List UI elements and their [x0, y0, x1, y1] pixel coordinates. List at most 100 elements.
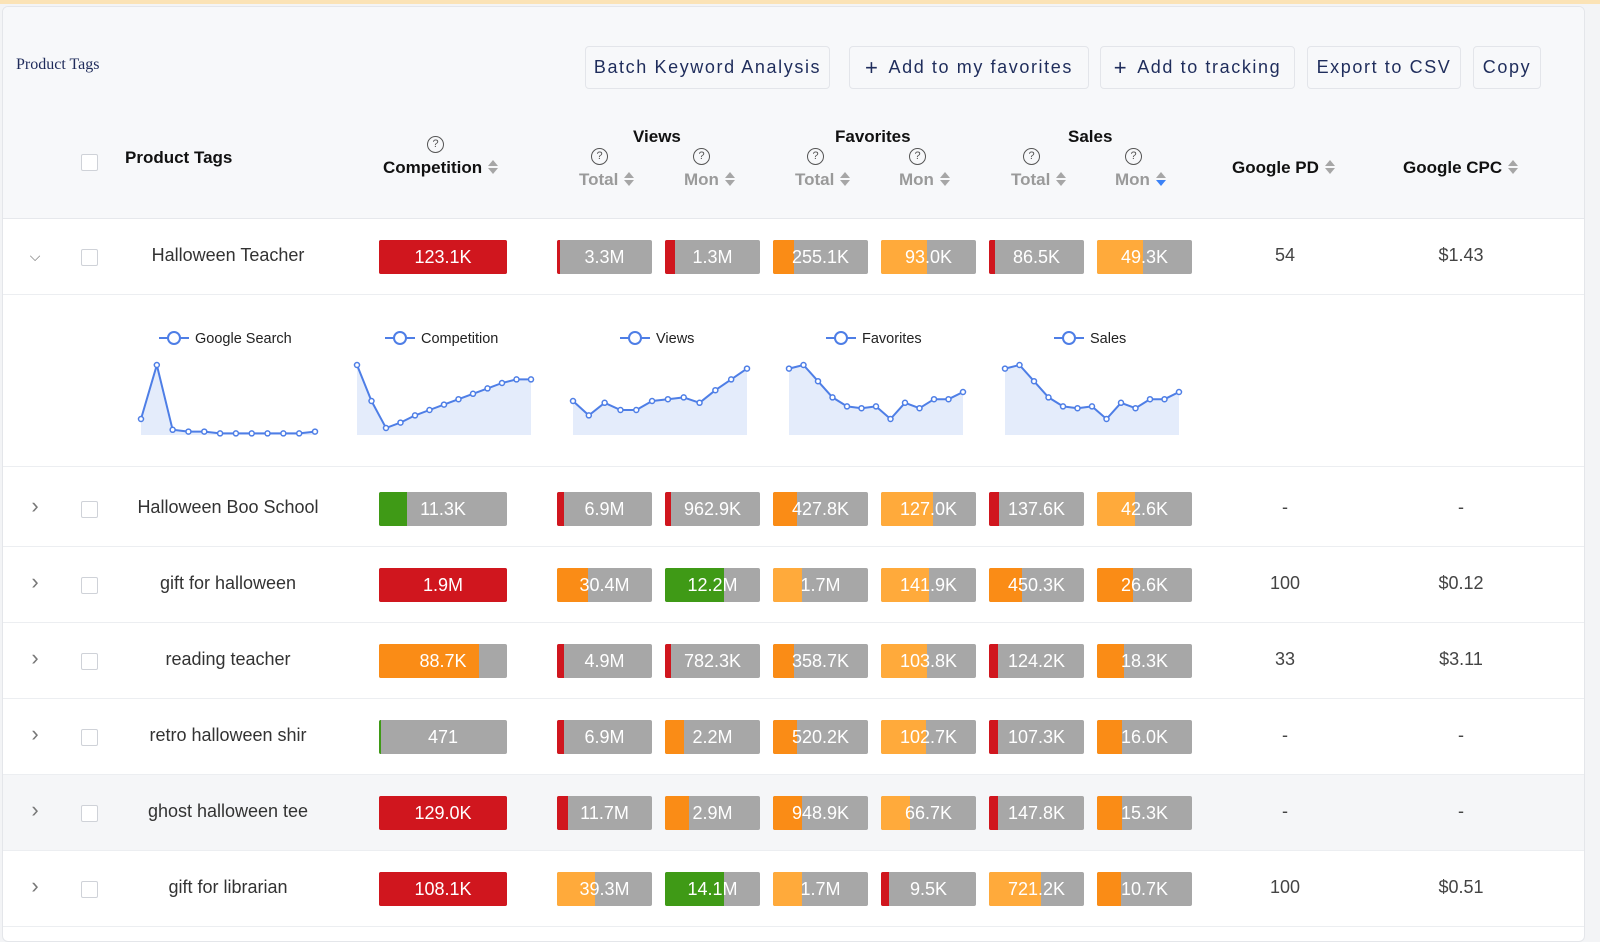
header-favorites-total[interactable]: Total	[795, 170, 851, 190]
sort-icon[interactable]	[1508, 159, 1519, 174]
header-google-cpc[interactable]: Google CPC	[1403, 158, 1519, 178]
export-csv-button[interactable]: Export to CSV	[1307, 46, 1461, 89]
trend-point[interactable]	[601, 399, 608, 407]
expand-chevron-icon[interactable]: ›	[31, 721, 39, 746]
trend-point[interactable]	[569, 397, 577, 405]
tag-name[interactable]: reading teacher	[165, 649, 291, 669]
trend-point[interactable]	[513, 376, 520, 383]
trend-point[interactable]	[1030, 377, 1038, 385]
trend-point[interactable]	[382, 424, 390, 432]
header-sales-total[interactable]: Total	[1011, 170, 1067, 190]
trend-point[interactable]	[216, 430, 224, 437]
legend-google-search[interactable]: Google Search	[159, 331, 292, 347]
header-sales-mon[interactable]: Mon	[1115, 170, 1166, 190]
tag-name[interactable]: ghost halloween tee	[147, 801, 309, 821]
trend-point[interactable]	[843, 403, 851, 410]
favorites-mon-help-icon[interactable]: ?	[909, 148, 926, 165]
trend-point[interactable]	[1117, 399, 1125, 407]
trend-point[interactable]	[280, 430, 287, 437]
sales-total-help-icon[interactable]: ?	[1023, 148, 1040, 165]
select-all-checkbox[interactable]	[81, 154, 98, 171]
row-checkbox[interactable]	[81, 729, 98, 746]
trend-point[interactable]	[484, 385, 491, 392]
tag-name[interactable]: retro halloween shir	[149, 725, 307, 745]
sort-icon[interactable]	[624, 171, 635, 186]
table-row[interactable]: › gift for librarian 108.1K 39.3M 14.1M 1.7M 9…	[3, 851, 1584, 927]
trend-point[interactable]	[397, 419, 404, 426]
expand-chevron-icon[interactable]: ›	[31, 873, 39, 898]
favorites-total-help-icon[interactable]: ?	[807, 148, 824, 165]
sort-icon[interactable]	[488, 159, 499, 174]
trend-point[interactable]	[829, 394, 836, 401]
trend-point[interactable]	[916, 404, 923, 412]
tag-name[interactable]: Halloween Teacher	[151, 245, 305, 265]
trend-point[interactable]	[185, 428, 192, 435]
sort-icon[interactable]	[724, 171, 735, 186]
trend-point[interactable]	[311, 428, 319, 435]
trend-point[interactable]	[1016, 361, 1023, 369]
trend-point[interactable]	[1001, 365, 1009, 372]
expand-chevron-icon[interactable]: ›	[31, 569, 39, 594]
sort-icon[interactable]	[1056, 171, 1067, 186]
trend-point[interactable]	[1161, 395, 1168, 403]
trend-point[interactable]	[368, 397, 375, 405]
legend-favorites[interactable]: Favorites	[826, 331, 922, 347]
header-favorites-mon[interactable]: Mon	[899, 170, 950, 190]
trend-point[interactable]	[858, 404, 865, 412]
trend-point[interactable]	[945, 395, 952, 403]
expand-chevron-icon[interactable]: ›	[31, 797, 39, 822]
trend-point[interactable]	[527, 376, 535, 383]
trend-point[interactable]	[814, 377, 822, 385]
header-views-total[interactable]: Total	[579, 170, 635, 190]
legend-views[interactable]: Views	[620, 331, 694, 347]
trend-point[interactable]	[248, 430, 255, 437]
expand-chevron-icon[interactable]: ›	[31, 493, 39, 518]
header-google-pd[interactable]: Google PD	[1232, 158, 1335, 178]
trend-point[interactable]	[1059, 403, 1067, 410]
trend-point[interactable]	[696, 399, 703, 407]
trend-point[interactable]	[901, 399, 909, 407]
header-competition[interactable]: Competition	[383, 158, 499, 178]
trend-point[interactable]	[727, 376, 735, 383]
copy-button[interactable]: Copy	[1473, 46, 1541, 89]
trend-point[interactable]	[633, 406, 640, 414]
trend-point[interactable]	[353, 361, 361, 369]
trend-point[interactable]	[1103, 415, 1110, 423]
trend-point[interactable]	[785, 365, 793, 372]
table-row[interactable]: › gift for halloween 1.9M 30.4M 12.2M 1.7M 141…	[3, 547, 1584, 623]
trend-point[interactable]	[1132, 404, 1139, 412]
sort-icon[interactable]	[840, 171, 851, 186]
table-row[interactable]: › ghost halloween tee 129.0K 11.7M 2.9M 948.9…	[3, 775, 1584, 851]
competition-help-icon[interactable]: ?	[427, 136, 444, 153]
row-checkbox[interactable]	[81, 881, 98, 898]
expand-chevron-icon[interactable]: ›	[31, 645, 39, 670]
trend-point[interactable]	[469, 390, 477, 398]
trend-point[interactable]	[617, 406, 624, 414]
trend-point[interactable]	[1146, 395, 1154, 403]
row-checkbox[interactable]	[81, 653, 98, 670]
trend-point[interactable]	[137, 415, 145, 423]
row-checkbox[interactable]	[81, 577, 98, 594]
views-mon-help-icon[interactable]: ?	[693, 148, 710, 165]
sort-active-icon[interactable]	[1155, 171, 1166, 186]
table-row[interactable]: › retro halloween shir 471 6.9M 2.2M 520.2K 10…	[3, 699, 1584, 775]
trend-point[interactable]	[930, 395, 938, 403]
trend-point[interactable]	[680, 394, 687, 401]
trend-point[interactable]	[411, 412, 419, 419]
trend-point[interactable]	[743, 365, 751, 372]
trend-point[interactable]	[498, 379, 506, 387]
table-row[interactable]: › reading teacher 88.7K 4.9M 782.3K 358.7K 103…	[3, 623, 1584, 699]
trend-point[interactable]	[169, 426, 176, 434]
trend-point[interactable]	[232, 430, 240, 437]
sales-mon-help-icon[interactable]: ?	[1125, 148, 1142, 165]
trend-point[interactable]	[153, 361, 161, 369]
trend-point[interactable]	[1074, 404, 1081, 412]
table-row[interactable]: ⌵ Halloween Teacher 123.1K 3.3M 1.3M 255.1K 93…	[3, 219, 1584, 295]
trend-point[interactable]	[887, 415, 894, 423]
trend-point[interactable]	[264, 430, 271, 437]
trend-point[interactable]	[1088, 403, 1096, 410]
views-total-help-icon[interactable]: ?	[591, 148, 608, 165]
trend-point[interactable]	[295, 430, 303, 437]
row-checkbox[interactable]	[81, 501, 98, 518]
trend-point[interactable]	[1175, 388, 1183, 396]
